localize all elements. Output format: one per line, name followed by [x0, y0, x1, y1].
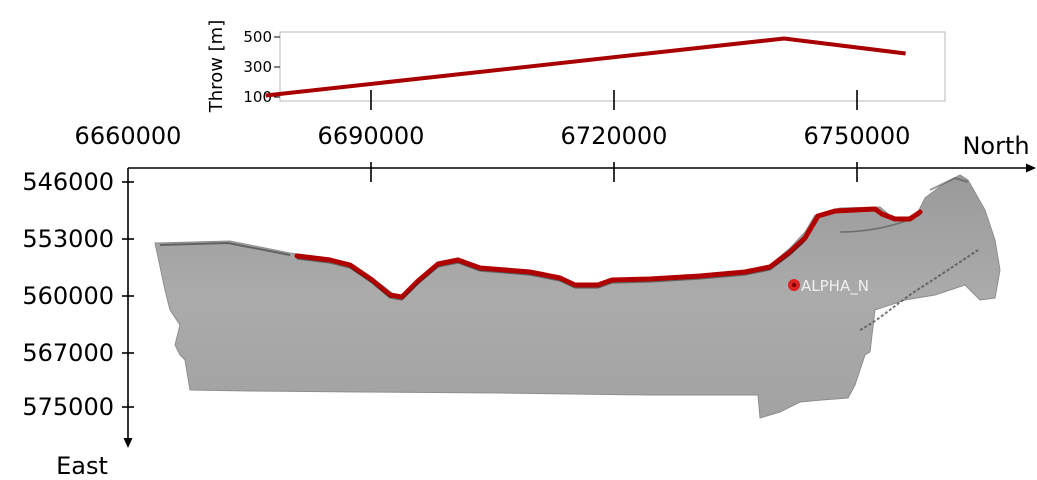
throw-y-tick-label: 500	[243, 28, 272, 46]
throw-y-ticks: 100 300 500	[243, 28, 280, 106]
surface-shadow-edge	[159, 241, 291, 256]
throw-y-tick-label: 300	[243, 58, 272, 76]
east-tick-label: 575000	[22, 393, 114, 421]
north-tick-label: 6750000	[804, 122, 911, 150]
surface-dark-edge	[929, 176, 969, 191]
east-axis-arrow	[123, 438, 133, 448]
north-tick-label: 6660000	[75, 122, 182, 150]
throw-x-ticks	[370, 90, 858, 110]
north-ticks: 6660000 6690000 6720000 6750000	[75, 122, 911, 182]
fault-trace-shadow	[296, 240, 806, 301]
well-marker: ALPHA_N	[788, 277, 869, 296]
north-axis-arrow	[1026, 163, 1036, 173]
east-tick-label: 546000	[22, 168, 114, 196]
fault-trace	[294, 206, 923, 300]
throw-series	[265, 36, 906, 98]
well-dot-core	[792, 283, 796, 287]
map-view: North East 6660000 6690000 6720000 6750000 …	[22, 122, 1036, 480]
east-ticks: 546000 553000 560000 567000 575000	[22, 168, 134, 421]
well-label: ALPHA_N	[801, 277, 869, 296]
east-tick-label: 567000	[22, 339, 114, 367]
east-tick-label: 560000	[22, 282, 114, 310]
north-tick-label: 6690000	[318, 122, 425, 150]
east-tick-label: 553000	[22, 225, 114, 253]
throw-series-line	[265, 36, 906, 98]
throw-plot-frame	[279, 31, 946, 102]
north-axis-label: North	[962, 132, 1029, 160]
throw-chart: Throw [m] 100 300 500	[206, 20, 946, 113]
throw-y-label: Throw [m]	[206, 20, 227, 113]
throw-y-tick-label: 100	[243, 88, 272, 106]
east-axis-label: East	[56, 452, 108, 480]
north-tick-label: 6720000	[561, 122, 668, 150]
